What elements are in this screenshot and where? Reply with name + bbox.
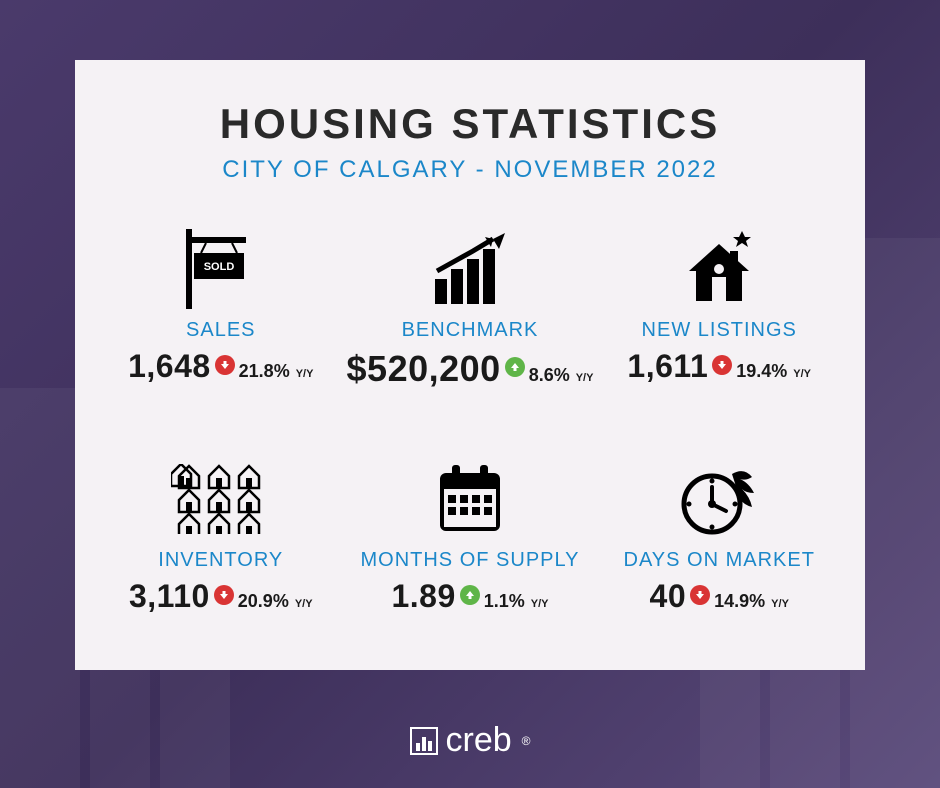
arrow-down-icon xyxy=(215,355,235,375)
stat-change: 21.8% xyxy=(239,361,290,382)
stat-suffix: Y/Y xyxy=(295,598,313,610)
arrow-down-icon xyxy=(712,355,732,375)
stat-new-listings: NEW LISTINGS 1,611 19.4% Y/Y xyxy=(603,219,835,429)
calendar-icon xyxy=(430,459,510,539)
stat-suffix: Y/Y xyxy=(771,598,789,610)
stat-inventory: INVENTORY 3,110 20.9% Y/Y xyxy=(105,449,337,659)
stat-months-supply: MONTHS OF SUPPLY 1.89 1.1% Y/Y xyxy=(347,449,594,659)
page-title: HOUSING STATISTICS xyxy=(105,100,835,148)
stat-label: NEW LISTINGS xyxy=(642,319,797,342)
page-subtitle: CITY OF CALGARY - NOVEMBER 2022 xyxy=(105,156,835,184)
stat-value: 40 xyxy=(650,578,687,615)
new-house-icon xyxy=(674,229,764,309)
stat-change: 14.9% xyxy=(714,591,765,612)
registered-mark: ® xyxy=(522,734,531,748)
arrow-up-icon xyxy=(460,585,480,605)
stat-suffix: Y/Y xyxy=(793,368,811,380)
creb-logo-icon xyxy=(410,727,438,755)
stat-value: 1,611 xyxy=(627,348,708,385)
stat-label: INVENTORY xyxy=(158,549,283,572)
stat-change: 20.9% xyxy=(238,591,289,612)
stat-days-market: DAYS ON MARKET 40 14.9% Y/Y xyxy=(603,449,835,659)
stat-change: 8.6% xyxy=(529,365,570,386)
stats-grid: SOLD SALES 1,648 21.8% Y/Y xyxy=(105,219,835,659)
brand-text: creb xyxy=(446,721,512,760)
stat-label: SALES xyxy=(186,319,255,342)
growth-chart-icon xyxy=(425,229,515,309)
sold-sign-icon: SOLD xyxy=(176,229,266,309)
arrow-down-icon xyxy=(214,585,234,605)
stats-card: HOUSING STATISTICS CITY OF CALGARY - NOV… xyxy=(75,60,865,670)
stat-label: BENCHMARK xyxy=(402,319,539,342)
stat-label: MONTHS OF SUPPLY xyxy=(360,549,579,572)
arrow-down-icon xyxy=(690,585,710,605)
houses-grid-icon xyxy=(171,459,271,539)
fast-clock-icon xyxy=(674,459,764,539)
stat-change: 19.4% xyxy=(736,361,787,382)
stat-change: 1.1% xyxy=(484,591,525,612)
stat-value: 1.89 xyxy=(391,578,455,615)
stat-label: DAYS ON MARKET xyxy=(624,549,815,572)
stat-value: $520,200 xyxy=(347,348,501,390)
stat-value: 1,648 xyxy=(128,348,211,385)
stat-suffix: Y/Y xyxy=(531,598,549,610)
stat-benchmark: BENCHMARK $520,200 8.6% Y/Y xyxy=(347,219,594,429)
stat-suffix: Y/Y xyxy=(576,372,594,384)
stat-value: 3,110 xyxy=(129,578,210,615)
stat-sales: SOLD SALES 1,648 21.8% Y/Y xyxy=(105,219,337,429)
svg-text:SOLD: SOLD xyxy=(203,261,234,273)
arrow-up-icon xyxy=(505,357,525,377)
footer-brand: creb ® xyxy=(0,721,940,760)
stat-suffix: Y/Y xyxy=(296,368,314,380)
